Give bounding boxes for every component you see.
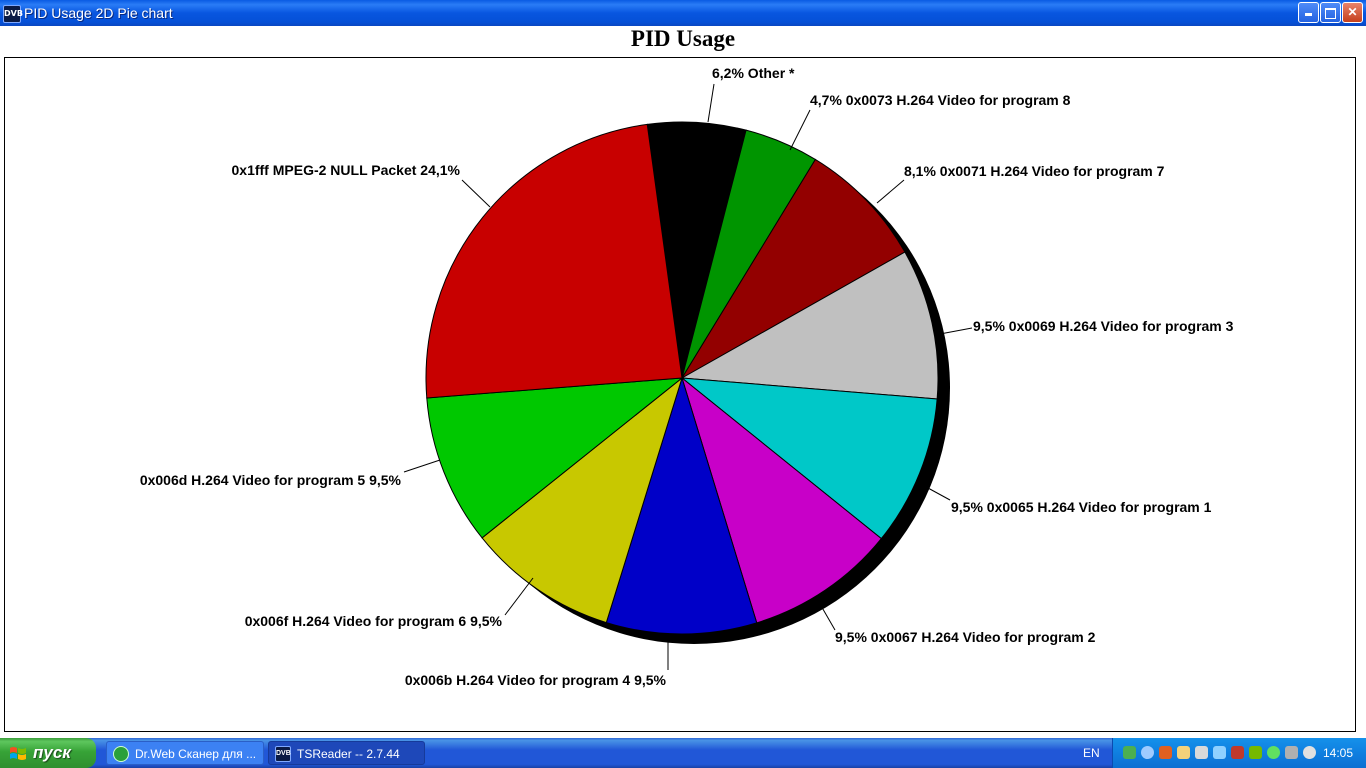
leader-line — [927, 487, 951, 501]
clock: 14:05 — [1323, 746, 1354, 760]
leader-line — [504, 577, 534, 616]
minimize-icon — [1305, 13, 1312, 16]
slice-label: 9,5% 0x0065 H.264 Video for program 1 — [951, 499, 1212, 515]
app-icon[interactable] — [1159, 746, 1172, 759]
pie-chart: 6,2% Other * 4,7% 0x0073 H.264 Video for … — [140, 65, 1234, 688]
start-button[interactable]: пуск — [0, 738, 96, 768]
leader-line — [819, 603, 836, 631]
pie-slice — [605, 376, 758, 635]
pie-slice — [680, 158, 906, 380]
close-button[interactable]: ✕ — [1342, 2, 1363, 23]
dvb-icon: DVB — [3, 5, 23, 23]
slice-label: 8,1% 0x0071 H.264 Video for program 7 — [904, 163, 1165, 179]
windows-flag-icon — [10, 747, 26, 760]
pie-slice — [425, 123, 683, 399]
leader-line — [461, 179, 491, 208]
wireless-icon[interactable] — [1267, 746, 1280, 759]
wifi-icon[interactable] — [1213, 746, 1226, 759]
taskbar-item-tsreader[interactable]: DVB TSReader -- 2.7.44 — [268, 741, 425, 765]
slice-label: 4,7% 0x0073 H.264 Video for program 8 — [810, 92, 1071, 108]
slice-label: 0x006b H.264 Video for program 4 9,5% — [405, 672, 667, 688]
pie-slice — [481, 376, 683, 624]
dvb-icon: DVB — [275, 746, 291, 762]
calculator-icon[interactable] — [1177, 746, 1190, 759]
maximize-button[interactable] — [1320, 2, 1341, 23]
start-label: пуск — [33, 743, 71, 762]
pie-slice — [680, 377, 938, 540]
close-icon: ✕ — [1347, 5, 1358, 19]
leader-line — [876, 179, 905, 204]
slice-label: 6,2% Other * — [712, 65, 795, 81]
volume-icon[interactable] — [1195, 746, 1208, 759]
network-disconnected-icon[interactable] — [1231, 746, 1244, 759]
taskbar-item-label: Dr.Web Сканер для ... — [135, 747, 257, 761]
taskbar-item-drweb[interactable]: Dr.Web Сканер для ... — [106, 741, 264, 765]
pie-slice — [680, 251, 939, 400]
pie-slice — [426, 377, 684, 539]
display-icon[interactable] — [1285, 746, 1298, 759]
slice-label: 9,5% 0x0069 H.264 Video for program 3 — [973, 318, 1234, 334]
media-icon[interactable] — [1303, 746, 1316, 759]
taskbar-item-label: TSReader -- 2.7.44 — [297, 747, 400, 761]
language-indicator[interactable]: EN — [1083, 746, 1100, 760]
drweb-spider-icon[interactable] — [1123, 746, 1136, 759]
window-title: PID Usage 2D Pie chart — [24, 5, 173, 21]
drweb-icon — [113, 746, 129, 762]
leader-line — [707, 83, 715, 123]
slice-label: 0x1fff MPEG-2 NULL Packet 24,1% — [232, 162, 461, 178]
leader-line — [789, 109, 811, 151]
network-icon[interactable] — [1141, 746, 1154, 759]
window-titlebar[interactable]: DVB PID Usage 2D Pie chart ✕ — [0, 0, 1366, 26]
taskbar: пуск Dr.Web Сканер для ... DVB TSReader … — [0, 738, 1366, 768]
restore-icon — [1325, 8, 1336, 19]
slice-label: 0x006f H.264 Video for program 6 9,5% — [245, 613, 503, 629]
system-tray — [1112, 738, 1366, 768]
pie-slice — [681, 376, 883, 624]
slice-label: 9,5% 0x0067 H.264 Video for program 2 — [835, 629, 1096, 645]
leader-line — [403, 459, 441, 473]
chart-title: PID Usage — [630, 26, 736, 51]
nvidia-icon[interactable] — [1249, 746, 1262, 759]
leader-line — [939, 327, 973, 335]
minimize-button[interactable] — [1298, 2, 1319, 23]
slice-label: 0x006d H.264 Video for program 5 9,5% — [140, 472, 402, 488]
